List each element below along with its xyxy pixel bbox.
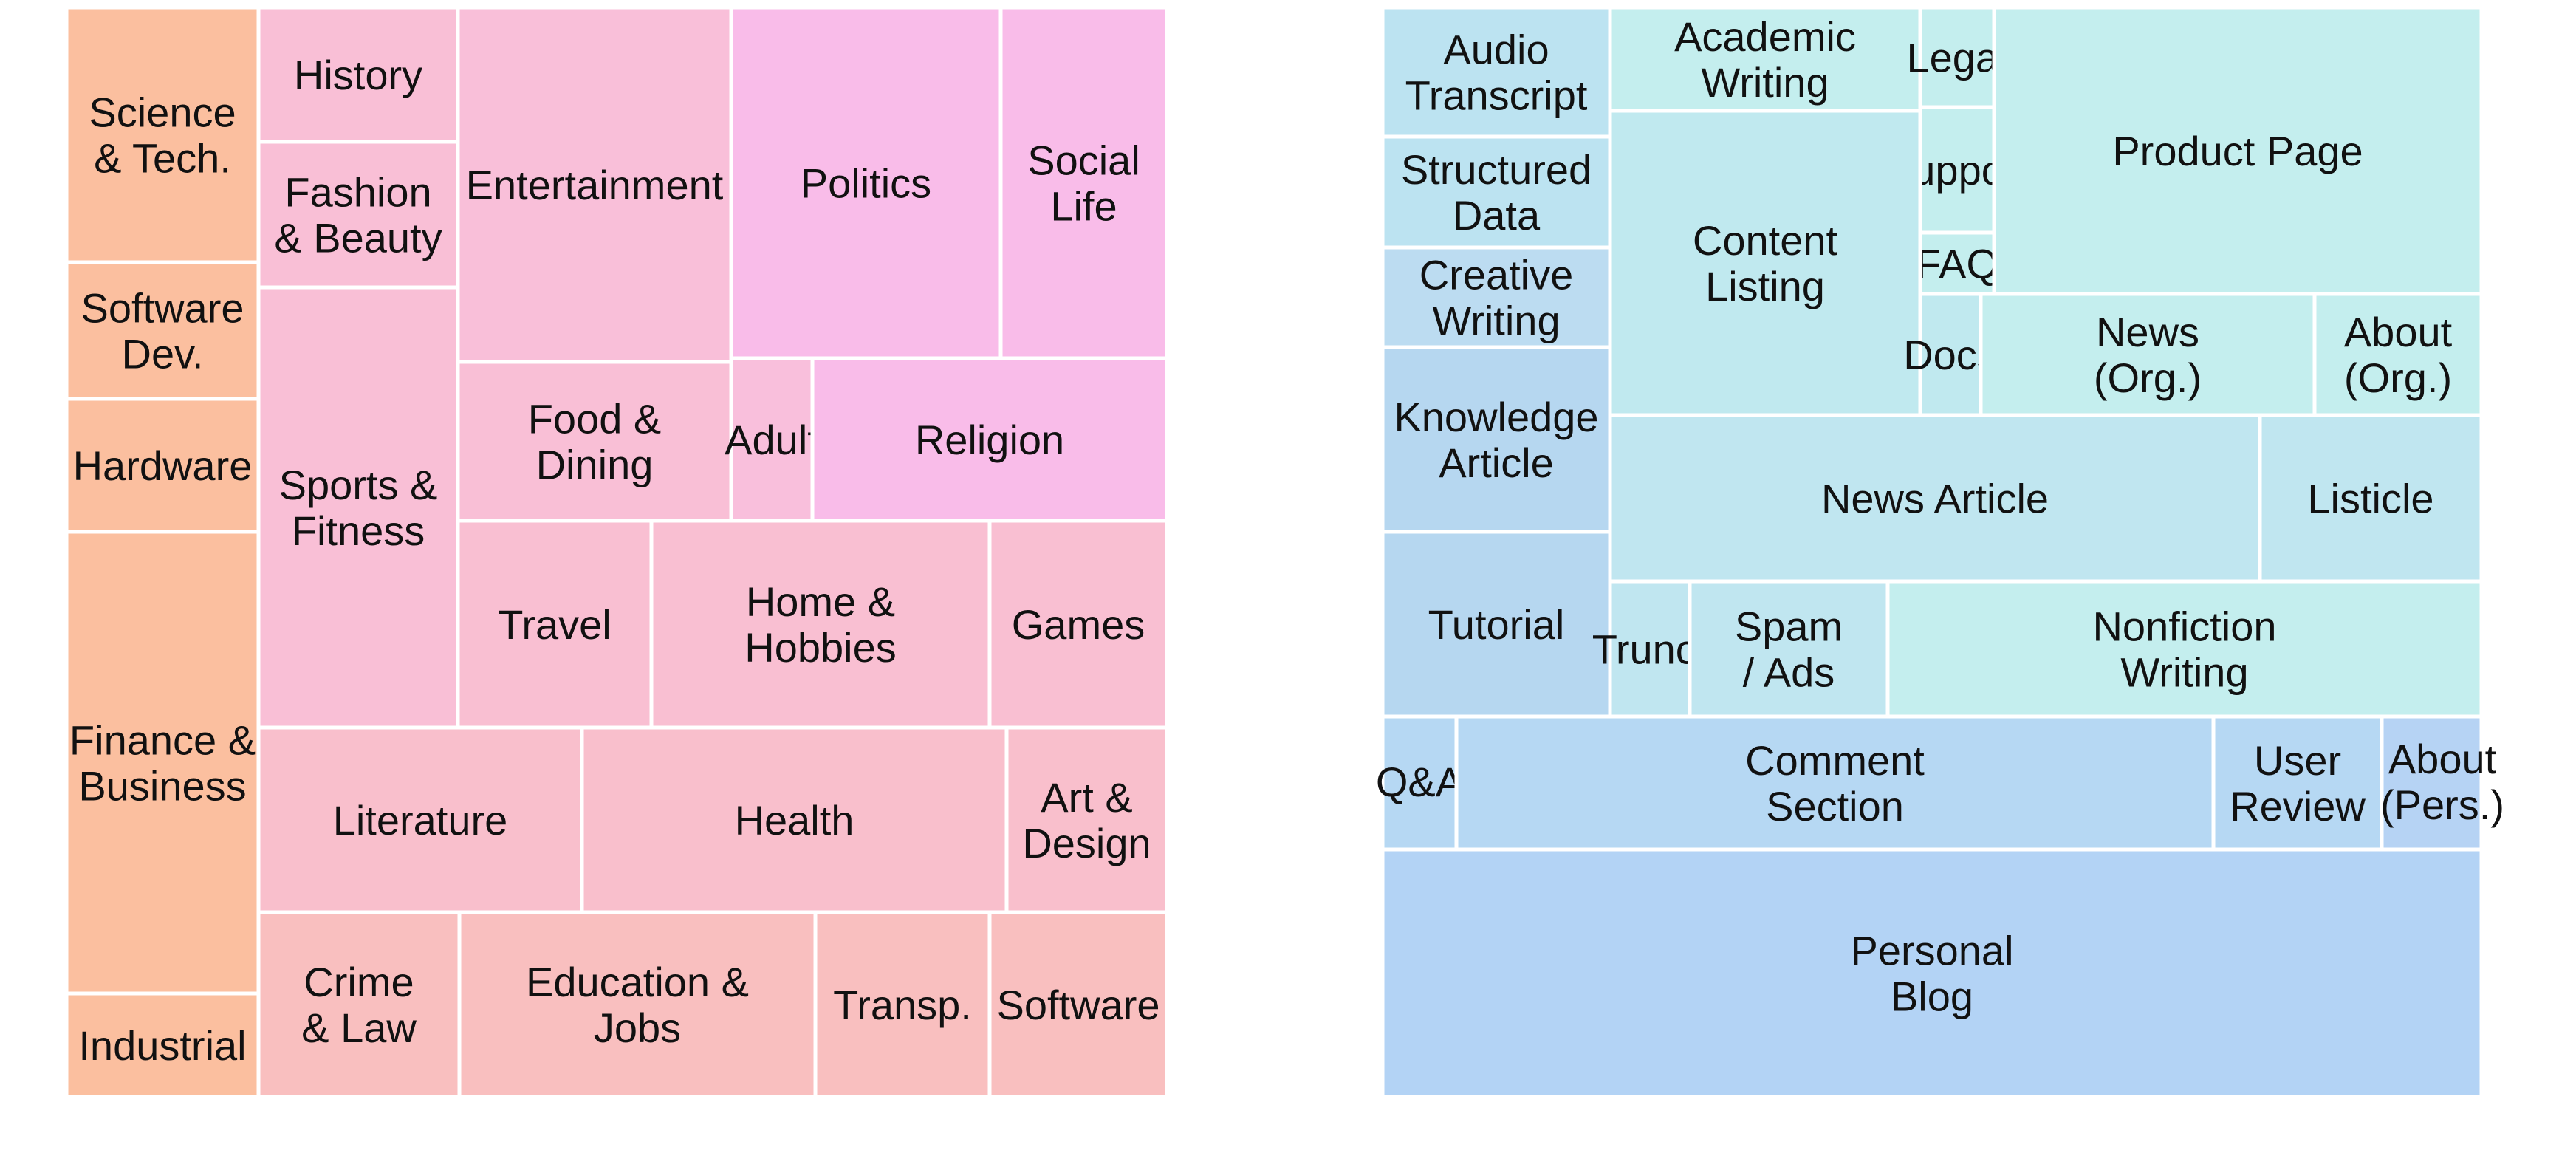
tile-label-social-life: Social Life [1027, 137, 1140, 229]
tile-label-q-a: Q&A [1376, 759, 1464, 805]
tile-label-software-dev: Software Dev. [81, 284, 244, 377]
tile-legal [1918, 5, 1996, 109]
tile-label-about-org: About (Org.) [2344, 309, 2453, 401]
tile-label-food-dining: Food & Dining [528, 395, 662, 488]
tile-home-hobbies [649, 519, 992, 730]
tile-games [987, 519, 1169, 730]
tile-label-crime-law: Crime & Law [301, 959, 417, 1051]
tile-label-faq: FAQ [1916, 240, 1998, 287]
tile-label-science-tech: Science & Tech. [89, 89, 236, 181]
tile-personal-blog [1380, 847, 2484, 1099]
tile-label-travel: Travel [498, 601, 612, 648]
tile-label-finance-business: Finance & Business [69, 716, 256, 809]
treemap-topic-domains: Science & Tech. Software Dev. Hardware Financ… [64, 5, 1169, 1099]
tile-transp [813, 910, 992, 1099]
tile-label-art-design: Art & Design [1022, 774, 1151, 866]
tile-audio-transcript [1380, 5, 1612, 139]
tile-politics [729, 5, 1003, 360]
tile-label-news-article: News Article [1821, 475, 2049, 521]
tile-literature [256, 725, 584, 914]
tile-product-page [1992, 5, 2484, 296]
tile-label-home-hobbies: Home & Hobbies [744, 578, 896, 671]
tile-label-games: Games [1012, 601, 1145, 648]
tile-label-user-review: User Review [2230, 737, 2366, 829]
tile-spam-ads [1688, 579, 1890, 719]
tile-label-politics: Politics [801, 160, 931, 206]
treemap-format-domains: Audio Transcript Structured Data Creative Wri… [1376, 5, 2504, 1099]
tile-crime-law [256, 910, 462, 1099]
tile-social-life [998, 5, 1169, 360]
tile-label-sports-fitness: Sports & Fitness [279, 462, 438, 554]
tile-trunc [1608, 579, 1692, 719]
tile-label-spam-ads: Spam / Ads [1735, 603, 1843, 695]
tile-label-religion: Religion [915, 417, 1064, 463]
tile-software [987, 910, 1169, 1099]
tile-label-tutorial: Tutorial [1428, 601, 1565, 648]
tile-content-listing [1608, 109, 1922, 417]
tile-label-personal-blog: Personal Blog [1850, 927, 2013, 1019]
tile-listicle [2258, 413, 2484, 584]
tile-label-legal: Legal [1906, 34, 2007, 81]
tile-label-literature: Literature [333, 797, 508, 844]
tile-label-history: History [294, 52, 422, 98]
tile-food-dining [456, 360, 733, 523]
tile-about-pers [2380, 714, 2484, 852]
tile-history [256, 5, 460, 144]
tile-label-listicle: Listicle [2307, 475, 2433, 521]
tile-label-knowledge-article: Knowledge Article [1394, 394, 1598, 486]
tile-comment-section [1454, 714, 2216, 852]
tile-label-education-jobs: Education & Jobs [526, 959, 749, 1051]
tile-sports-fitness [256, 285, 460, 730]
tile-science-tech [64, 5, 261, 264]
tile-label-transp: Transp. [833, 982, 972, 1028]
tile-label-news-org: News (Org.) [2094, 309, 2202, 401]
tile-label-structured-data: Structured Data [1401, 146, 1592, 239]
tile-fashion-beauty [256, 140, 460, 290]
tile-label-about-pers: About (Pers.) [2380, 736, 2504, 828]
tile-label-fashion-beauty: Fashion & Beauty [274, 168, 442, 261]
tile-structured-data [1380, 134, 1612, 250]
tile-label-content-listing: Content Listing [1693, 217, 1838, 309]
tile-knowledge-article [1380, 345, 1612, 534]
tile-about-org [2312, 292, 2484, 417]
tile-q-a [1380, 714, 1459, 852]
tile-label-creative-writing: Creative Writing [1419, 251, 1574, 343]
tile-finance-business [64, 530, 261, 996]
tile-label-audio-transcript: Audio Transcript [1405, 26, 1588, 118]
tile-label-industrial: Industrial [78, 1022, 246, 1069]
tile-label-health: Health [735, 797, 854, 844]
tile-label-entertainment: Entertainment [466, 162, 724, 208]
tile-label-hardware: Hardware [73, 442, 253, 489]
tile-label-adult: Adult [724, 417, 819, 463]
tile-education-jobs [457, 910, 818, 1099]
tile-label-nonfiction-writing: Nonfiction Writing [2092, 603, 2276, 695]
tile-label-software: Software [997, 982, 1160, 1028]
tile-industrial [64, 991, 261, 1099]
tile-label-product-page: Product Page [2112, 128, 2363, 174]
tile-software-dev [64, 260, 261, 401]
tile-label-comment-section: Comment Section [1745, 737, 1925, 829]
tile-art-design [1004, 725, 1169, 914]
tile-label-academic-writing: Academic Writing [1674, 13, 1856, 106]
